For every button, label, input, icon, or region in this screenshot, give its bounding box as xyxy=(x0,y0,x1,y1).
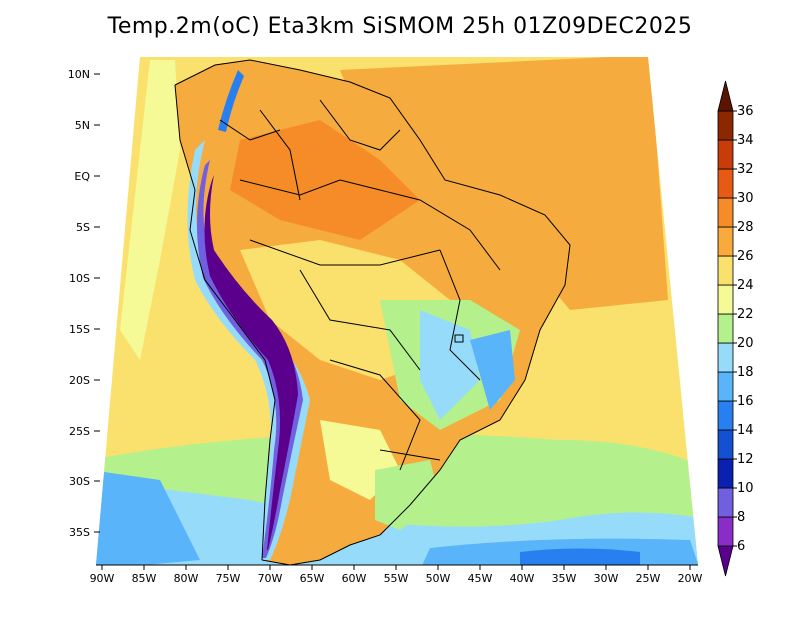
colorbar-tick-label: 34 xyxy=(737,133,754,148)
lat-label: 15S xyxy=(69,323,90,336)
lat-label: 10N xyxy=(68,68,90,81)
lat-label: 20S xyxy=(69,374,90,387)
lon-label: 90W xyxy=(90,572,115,585)
colorbar-segment xyxy=(717,110,734,141)
colorbar-segment xyxy=(717,255,734,286)
colorbar-tick-label: 16 xyxy=(737,394,754,409)
colorbar-segment xyxy=(717,487,734,518)
colorbar-tick-label: 30 xyxy=(737,191,754,206)
colorbar-segment xyxy=(717,226,734,257)
colorbar-segments xyxy=(717,80,734,577)
colorbar-arrow-high xyxy=(717,80,734,112)
map-title: Temp.2m(oC) Eta3km SiSMOM 25h 01Z09DEC20… xyxy=(107,14,693,39)
colorbar-arrow-low xyxy=(717,545,734,577)
lon-label: 20W xyxy=(678,572,703,585)
lat-label: 5N xyxy=(75,119,90,132)
colorbar-segment xyxy=(717,400,734,431)
lon-label: 50W xyxy=(426,572,451,585)
colorbar-tick-label: 32 xyxy=(737,162,754,177)
lon-label: 80W xyxy=(174,572,199,585)
colorbar-tick-label: 24 xyxy=(737,278,754,293)
lat-label: 35S xyxy=(69,526,90,539)
lat-ticks xyxy=(94,73,100,533)
colorbar-segment xyxy=(717,313,734,344)
lon-axis: 90W 85W 80W 75W 70W 65W 60W 55W 50W 45W … xyxy=(90,572,703,585)
lon-label: 70W xyxy=(258,572,283,585)
lon-label: 65W xyxy=(300,572,325,585)
colorbar-tick-label: 26 xyxy=(737,249,754,264)
colorbar-tick-label: 22 xyxy=(737,307,754,322)
colorbar: 6 8 10 12 14 16 18 20 22 24 26 28 30 32 … xyxy=(717,80,754,577)
colorbar-segment xyxy=(717,197,734,228)
colorbar-segment xyxy=(717,458,734,489)
lon-label: 30W xyxy=(594,572,619,585)
lon-label: 85W xyxy=(132,572,157,585)
colorbar-labels: 6 8 10 12 14 16 18 20 22 24 26 28 30 32 … xyxy=(737,104,754,554)
lon-label: 75W xyxy=(216,572,241,585)
lat-label: 10S xyxy=(69,272,90,285)
lon-label: 35W xyxy=(552,572,577,585)
colorbar-segment xyxy=(717,342,734,373)
lon-label: 60W xyxy=(342,572,367,585)
lat-label: 25S xyxy=(69,425,90,438)
colorbar-segment xyxy=(717,284,734,315)
colorbar-tick-label: 28 xyxy=(737,220,754,235)
colorbar-segment xyxy=(717,139,734,170)
lat-axis: 10N 5N EQ 5S 10S 15S 20S 25S 30S 35S xyxy=(68,68,91,539)
lon-label: 55W xyxy=(384,572,409,585)
colorbar-ticks xyxy=(733,110,737,547)
colorbar-segment xyxy=(717,371,734,402)
colorbar-tick-label: 10 xyxy=(737,481,754,496)
colorbar-tick-label: 36 xyxy=(737,104,754,119)
lon-ticks xyxy=(101,565,691,570)
colorbar-tick-label: 14 xyxy=(737,423,754,438)
colorbar-segment xyxy=(717,516,734,547)
lat-label: 30S xyxy=(69,475,90,488)
colorbar-tick-label: 6 xyxy=(737,539,745,554)
lat-label: EQ xyxy=(74,170,90,183)
colorbar-tick-label: 12 xyxy=(737,452,754,467)
lon-label: 40W xyxy=(510,572,535,585)
temperature-field xyxy=(96,57,698,565)
boundaries xyxy=(174,59,571,566)
colorbar-tick-label: 20 xyxy=(737,336,754,351)
colorbar-segment xyxy=(717,429,734,460)
colorbar-tick-label: 18 xyxy=(737,365,754,380)
colorbar-segment xyxy=(717,168,734,199)
lon-label: 45W xyxy=(468,572,493,585)
colorbar-tick-label: 8 xyxy=(737,510,745,525)
lat-label: 5S xyxy=(76,221,90,234)
lon-label: 25W xyxy=(636,572,661,585)
